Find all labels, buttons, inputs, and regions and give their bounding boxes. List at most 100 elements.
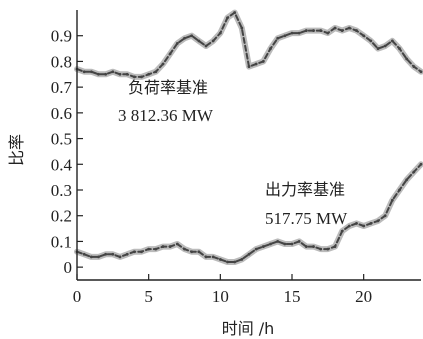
series-2-point [154,247,158,251]
series-2-point [283,242,287,246]
series-1-point [89,70,93,74]
series-1-point [118,72,122,76]
series-2-point [197,250,201,254]
series-1-point [240,26,244,30]
series-1-point [132,75,136,79]
y-tick-label: 0.5 [51,130,72,149]
series-2-point [161,245,165,248]
series-2-point [362,224,366,228]
y-tick-label: 0.1 [51,232,72,251]
series-1-point [226,16,229,20]
series-1-point [261,60,265,63]
series-2-point [412,170,416,174]
x-axis-title: 时间 /h [222,319,275,338]
series-1-annotation-title: 负荷率基准 [128,78,208,97]
series-2-point [405,178,409,182]
series-2-point [89,255,93,259]
y-tick-label: 0.2 [51,207,72,226]
series-2-point [326,247,330,251]
series-2-point [297,240,301,243]
series-2-point [369,222,373,225]
series-2-point [347,224,351,228]
series-1-point [247,65,251,68]
y-axis-title: 比率 [7,134,26,166]
x-tick-label: 20 [355,287,372,306]
series-2-point [132,250,136,254]
series-2-point [290,242,294,246]
series-2-point [168,245,172,248]
series-1-point [154,70,158,74]
series-1-point [398,47,401,50]
series-2-point [233,260,237,264]
x-tick-label: 5 [144,287,153,306]
series-2-point [247,252,251,256]
series-1-point [297,31,301,35]
series-1-point [355,29,358,32]
series-1-point [340,29,344,32]
series-1-point [197,39,201,43]
y-tick-label: 0.3 [51,181,72,200]
series-2-point [398,188,401,192]
series-1-point [204,44,208,48]
series-2-point [183,247,186,251]
series-1-point [233,11,237,14]
x-tick-label: 0 [73,287,82,306]
x-tick-label: 10 [212,287,229,306]
y-tick-label: 0.6 [51,104,72,123]
tick-layer: 0 0.1 0.2 0.3 0.4 0.5 0.6 0.7 0.8 0.9 0 5 10 15 20 [51,27,372,306]
y-tick-label: 0 [64,258,73,277]
series-2-point [304,245,308,248]
series-2-point [147,247,151,251]
series-1-point [326,31,330,35]
series-1-point [218,31,222,35]
series-1-point [82,70,86,74]
series-2-point [82,252,86,256]
series-2-point [376,219,380,223]
series-2-point [419,162,423,166]
series-1-point [269,47,272,50]
series-1-point [333,26,337,30]
series-1-point [111,70,115,74]
series-1-point [312,29,315,32]
series-2-annotation-value: 517.75 MW [265,209,348,228]
series-1-point [97,72,100,76]
series-1-point [276,36,280,40]
series-1-point [147,72,151,76]
series-2-point [140,250,143,254]
series-2-point [97,255,100,259]
series-2-halo [74,161,423,265]
series-1-point [161,62,165,66]
series-2-point [319,247,323,251]
series-1-point [283,34,287,38]
series-2-point [383,214,387,218]
series-2-point [340,229,344,233]
y-tick-label: 0.9 [51,27,72,46]
series-2-line [76,163,422,263]
series-2-point [240,258,244,261]
y-tick-label: 0.4 [51,155,73,174]
series-2-point [261,245,265,248]
series-1-point [175,42,179,45]
series-1-point [254,62,258,66]
series-2-point [276,240,280,243]
series-1-point [140,75,143,79]
y-tick-label: 0.8 [51,52,72,71]
series-1-point [168,52,172,56]
series-1-point [104,72,108,76]
series-1-point [211,39,215,43]
series-2-annotation-title: 出力率基准 [265,180,345,199]
series-1-point [362,34,366,38]
series-1-point [125,72,129,76]
series-1-point [290,31,294,35]
annotation-layer: 负荷率基准 3 812.36 MW 出力率基准 517.75 MW [118,78,348,228]
series-2-point [226,260,229,264]
series-1-point [190,34,194,38]
series-2-point [211,255,215,259]
series-1-annotation-value: 3 812.36 MW [118,106,214,125]
y-tick-label: 0.7 [51,78,73,97]
series-2-point [254,247,258,251]
series-layer [74,9,423,265]
series-1-point [390,39,394,43]
series-1-point [419,70,423,74]
